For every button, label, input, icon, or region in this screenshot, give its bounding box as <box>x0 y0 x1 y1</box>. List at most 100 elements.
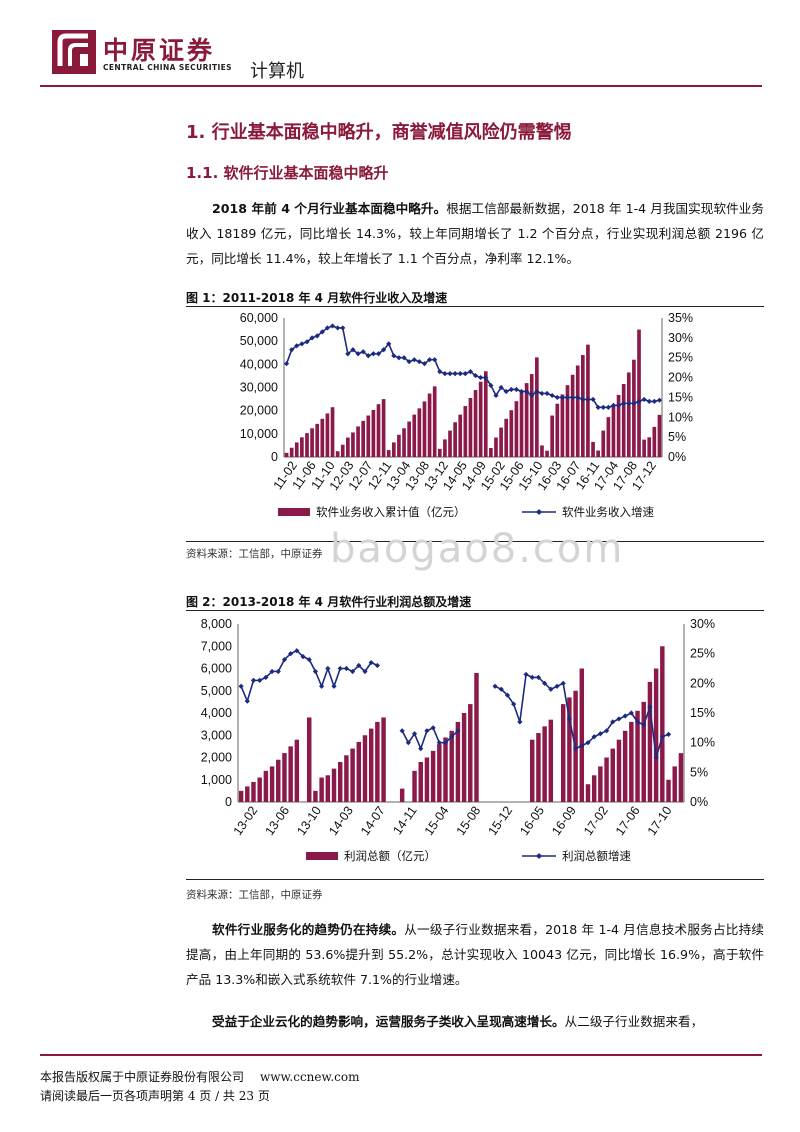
growth-point <box>659 734 665 740</box>
y-left-tick-label: 7,000 <box>201 639 232 653</box>
figure-1-bottom-rule <box>186 541 764 542</box>
figure-1-chart: 0 10,000 20,000 30,000 40,000 50,000 60,000 0% 5… <box>240 311 693 519</box>
growth-point <box>250 677 257 683</box>
bar <box>407 421 411 457</box>
bar <box>579 668 585 802</box>
growth-point <box>580 396 586 403</box>
bar <box>325 775 331 802</box>
growth-point <box>457 371 463 377</box>
y-left-tick-label: 4,000 <box>201 706 232 720</box>
growth-point <box>572 746 579 752</box>
bar <box>657 414 662 457</box>
bar <box>391 442 396 457</box>
bar <box>330 407 335 457</box>
growth-point <box>374 662 380 669</box>
growth-point <box>430 725 436 731</box>
growth-point <box>597 731 603 737</box>
growth-point <box>513 386 520 393</box>
bar <box>331 768 337 802</box>
growth-point <box>335 325 341 331</box>
figure-1-title: 图 1：2011-2018 年 4 月软件行业收入及增速 <box>186 291 448 305</box>
growth-point <box>523 671 529 678</box>
growth-point <box>622 713 628 719</box>
growth-point <box>518 388 525 395</box>
bar <box>319 777 324 802</box>
bar <box>580 355 585 457</box>
growth-point <box>343 665 350 672</box>
growth-point <box>595 404 601 410</box>
bar <box>548 719 554 802</box>
growth-point <box>605 404 611 410</box>
y-left-tick-label: 30,000 <box>240 381 278 395</box>
bar <box>362 735 368 802</box>
paragraph-3-text: 从二级子行业数据来看， <box>564 1014 704 1029</box>
bar <box>375 721 380 802</box>
bar <box>565 385 570 457</box>
bar <box>381 399 386 457</box>
bar <box>560 704 566 802</box>
bar <box>455 721 461 802</box>
bar <box>449 730 454 802</box>
growth-point <box>641 396 647 403</box>
bar <box>647 681 653 802</box>
bar <box>666 779 671 802</box>
bar <box>337 761 343 802</box>
y-left-tick-label: 6,000 <box>201 662 232 676</box>
footer-copyright-line: 本报告版权属于中原证券股份有限公司 www.ccnew.com <box>40 1068 359 1085</box>
bar <box>542 726 547 802</box>
bar <box>524 383 529 457</box>
bar <box>652 426 657 457</box>
y-left-tick-label: 20,000 <box>240 404 278 418</box>
paragraph-2-lead: 软件行业服务化的趋势仍在持续。 <box>212 922 405 937</box>
y-right-tick-label: 20% <box>668 371 693 385</box>
bar <box>381 717 386 802</box>
bar <box>344 755 349 802</box>
bar <box>575 365 580 457</box>
x-tick-label: 17-02 <box>581 804 611 838</box>
x-tick-label: 13-10 <box>294 804 324 838</box>
growth-point <box>340 325 346 331</box>
bar <box>443 737 448 802</box>
growth-point <box>365 353 371 359</box>
legend-line-label: 软件业务收入增速 <box>562 505 654 519</box>
x-tick-label: 15-08 <box>454 804 484 838</box>
section-name: 计算机 <box>250 61 304 82</box>
growth-point <box>544 390 550 397</box>
bar <box>422 401 427 457</box>
growth-point <box>549 392 555 399</box>
growth-point <box>405 740 411 746</box>
bar <box>530 739 535 802</box>
y-left-tick-label: 1,000 <box>201 773 232 787</box>
y-right-tick-label: 10% <box>690 736 715 750</box>
bar <box>386 450 391 457</box>
growth-point <box>508 386 514 393</box>
growth-point <box>665 731 672 737</box>
growth-point <box>575 394 581 401</box>
bar <box>448 430 452 457</box>
bar <box>678 753 684 802</box>
y-right-tick-label: 5% <box>690 765 708 779</box>
x-tick-label: 14-03 <box>326 804 356 838</box>
bar <box>529 374 534 457</box>
growth-point <box>452 371 458 377</box>
bar <box>611 406 616 457</box>
bar <box>366 415 371 457</box>
bar <box>641 701 646 802</box>
footer-url[interactable]: www.ccnew.com <box>260 1070 360 1084</box>
paragraph-2-text: 从一级子行业数据来看，2018 年 1-4 月信息技术服务占比持续提高，由上年同… <box>186 922 765 987</box>
legend-bar-label: 利润总额（亿元） <box>344 849 436 863</box>
x-tick-label: 13-06 <box>262 804 292 838</box>
y-right-tick-label: 35% <box>668 311 693 325</box>
bar <box>437 744 442 802</box>
growth-point <box>432 357 438 363</box>
growth-point <box>483 374 489 381</box>
growth-point <box>424 728 430 734</box>
growth-point <box>331 683 337 689</box>
bar <box>509 410 514 457</box>
bar <box>417 408 422 457</box>
bar <box>437 448 442 457</box>
growth-point <box>653 754 659 761</box>
growth-point <box>355 351 361 357</box>
growth-point <box>462 371 468 377</box>
bar <box>418 761 423 802</box>
